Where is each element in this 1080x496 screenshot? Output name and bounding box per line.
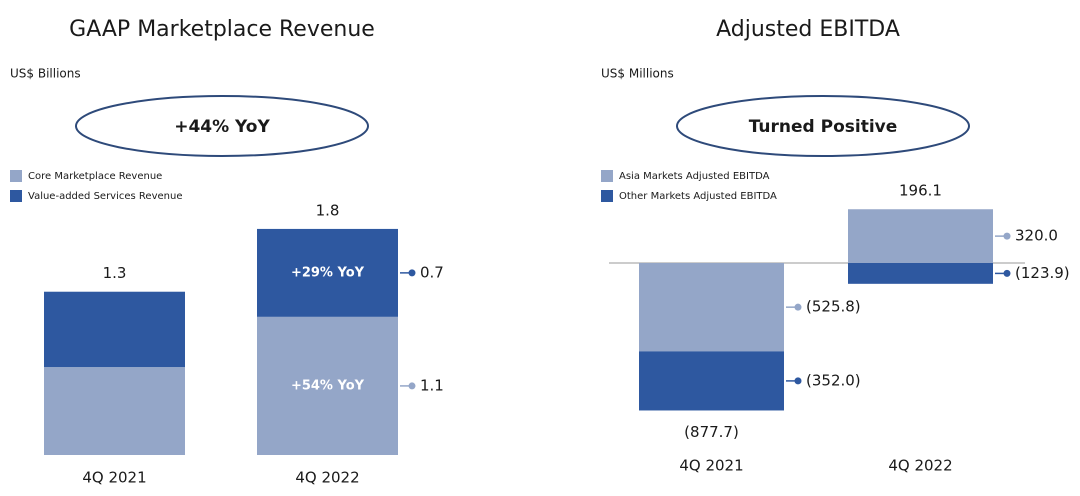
legend-label: Value-added Services Revenue <box>28 191 182 202</box>
label-dot <box>794 377 802 385</box>
label-dot <box>1003 232 1011 240</box>
bar-segment <box>848 263 993 284</box>
bar-segment <box>44 367 185 455</box>
total-label: 1.3 <box>103 264 127 282</box>
label-dot <box>408 382 416 390</box>
highlight-oval <box>75 95 369 157</box>
highlight-text: +44% YoY <box>174 117 270 137</box>
label-dot <box>794 303 802 311</box>
x-tick-label: 4Q 2022 <box>888 457 952 475</box>
segment-label: 320.0 <box>1015 227 1058 245</box>
subtitle: US$ Millions <box>601 67 674 81</box>
segment-label: 0.7 <box>420 263 444 281</box>
bar-segment <box>639 351 784 411</box>
total-label: 196.1 <box>899 182 942 200</box>
bar-segment <box>44 291 185 368</box>
bar-segment <box>639 263 784 352</box>
chart-title: Adjusted EBITDA <box>716 17 900 42</box>
legend-label: Other Markets Adjusted EBITDA <box>619 191 777 202</box>
legend-swatch <box>601 190 613 202</box>
legend-swatch <box>10 190 22 202</box>
growth-label: +54% YoY <box>291 378 365 393</box>
legend-label: Asia Markets Adjusted EBITDA <box>619 171 770 182</box>
total-label: (877.7) <box>684 423 739 441</box>
x-tick-label: 4Q 2021 <box>679 457 743 475</box>
bar-segment <box>257 228 398 317</box>
highlight-text: Turned Positive <box>749 117 898 137</box>
x-tick-label: 4Q 2022 <box>295 469 359 487</box>
x-tick-label: 4Q 2021 <box>82 469 146 487</box>
subtitle: US$ Billions <box>10 67 81 81</box>
bar-segment <box>257 316 398 455</box>
chart-title: GAAP Marketplace Revenue <box>69 17 375 42</box>
segment-label: (352.0) <box>806 371 861 389</box>
bar-segment <box>848 209 993 263</box>
segment-label: (123.9) <box>1015 264 1070 282</box>
label-dot <box>408 269 416 277</box>
legend-swatch <box>601 170 613 182</box>
total-label: 1.8 <box>316 201 340 219</box>
highlight-oval <box>676 95 970 157</box>
segment-label: 1.1 <box>420 376 444 394</box>
label-dot <box>1003 269 1011 277</box>
legend-swatch <box>10 170 22 182</box>
segment-label: (525.8) <box>806 298 861 316</box>
growth-label: +29% YoY <box>291 265 365 280</box>
legend-label: Core Marketplace Revenue <box>28 171 162 182</box>
